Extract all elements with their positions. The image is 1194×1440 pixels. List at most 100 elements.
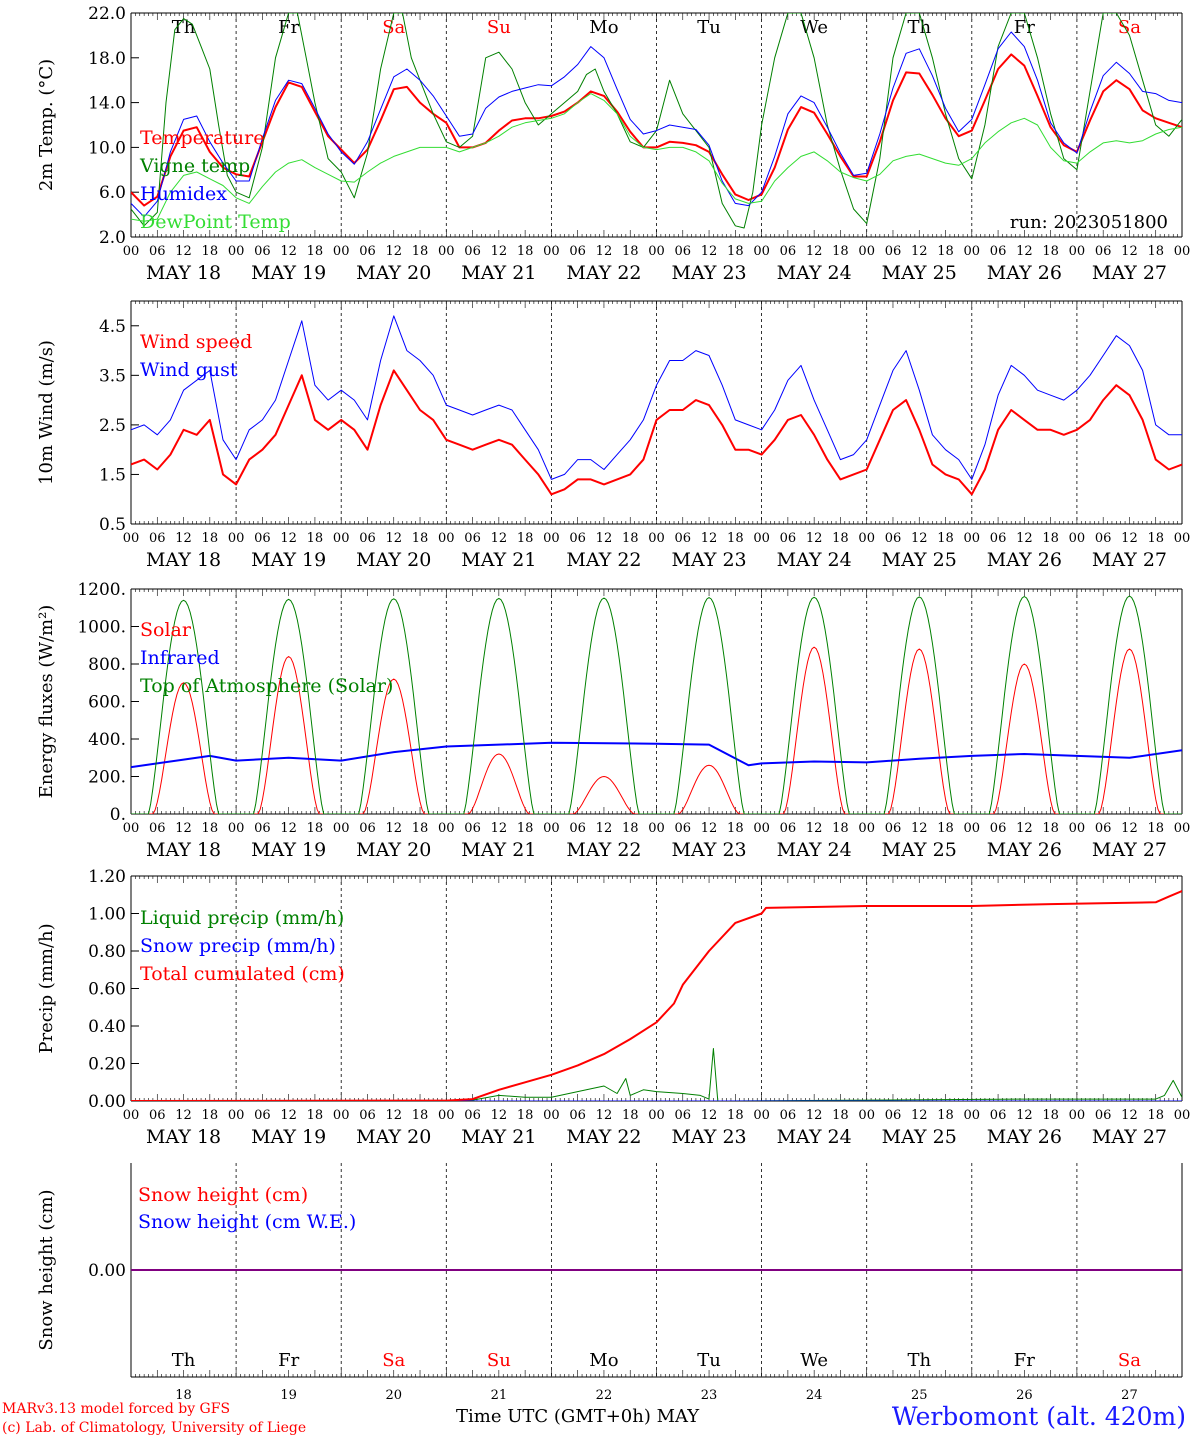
hour-tick-label: 00 — [1174, 244, 1191, 259]
hour-tick-label: 12 — [596, 821, 613, 836]
day-number-label: 21 — [491, 1388, 508, 1403]
date-label: MAY 27 — [1092, 839, 1167, 861]
date-label: MAY 26 — [987, 262, 1062, 284]
y-tick-label: 1000. — [77, 618, 126, 638]
legend-entry: Vigne temp — [139, 155, 250, 177]
series-line-humidex — [131, 31, 1182, 218]
hour-tick-label: 12 — [491, 1108, 508, 1123]
hour-tick-label: 06 — [675, 531, 692, 546]
hour-tick-label: 12 — [596, 244, 613, 259]
series-line-wind-gust — [131, 315, 1182, 480]
legend-entry: Total cumulated (cm) — [140, 963, 345, 985]
plot-area — [131, 13, 1182, 229]
hour-tick-label: 00 — [1069, 1108, 1086, 1123]
hour-tick-label: 18 — [412, 531, 429, 546]
date-label: MAY 19 — [251, 839, 326, 861]
hour-tick-label: 12 — [911, 244, 928, 259]
hour-tick-label: 12 — [806, 531, 823, 546]
series-line-liquid-precip-mm-h- — [131, 1048, 1182, 1101]
hour-tick-label: 18 — [202, 821, 219, 836]
hour-tick-label: 18 — [202, 531, 219, 546]
date-label: MAY 24 — [777, 262, 852, 284]
date-label: MAY 18 — [146, 1126, 221, 1148]
hour-tick-label: 18 — [622, 531, 639, 546]
weekday-label: Fr — [1014, 1350, 1035, 1371]
date-label: MAY 25 — [882, 1126, 957, 1148]
legend-entry: Solar — [140, 619, 192, 641]
hour-tick-label: 12 — [701, 821, 718, 836]
hour-tick-label: 18 — [622, 244, 639, 259]
y-tick-label: 800. — [88, 655, 126, 675]
weekday-label: Sa — [382, 17, 405, 38]
y-tick-label: 3.5 — [99, 366, 126, 386]
hour-tick-label: 00 — [228, 244, 245, 259]
y-tick-label: 0.00 — [88, 1092, 126, 1112]
day-number-label: 25 — [911, 1388, 928, 1403]
date-label: MAY 26 — [987, 839, 1062, 861]
hour-tick-label: 06 — [569, 244, 586, 259]
date-label: MAY 24 — [777, 1126, 852, 1148]
y-tick-label: 0.40 — [88, 1017, 126, 1037]
hour-tick-label: 12 — [806, 244, 823, 259]
hour-tick-label: 18 — [937, 821, 954, 836]
hour-tick-label: 18 — [622, 821, 639, 836]
hour-tick-label: 06 — [780, 821, 797, 836]
hour-tick-label: 00 — [123, 821, 140, 836]
hour-tick-label: 00 — [1174, 531, 1191, 546]
hour-tick-label: 00 — [123, 244, 140, 259]
date-label: MAY 18 — [146, 839, 221, 861]
hour-tick-label: 06 — [1095, 244, 1112, 259]
hour-tick-label: 00 — [333, 531, 350, 546]
run-label: run: 2023051800 — [1010, 212, 1168, 233]
hour-tick-label: 00 — [753, 1108, 770, 1123]
hour-tick-label: 18 — [1042, 821, 1059, 836]
x-axis-label: Time UTC (GMT+0h) MAY — [456, 1406, 700, 1427]
hour-tick-label: 06 — [885, 244, 902, 259]
hour-tick-label: 12 — [280, 1108, 297, 1123]
hour-tick-label: 06 — [254, 531, 271, 546]
hour-tick-label: 06 — [149, 531, 166, 546]
y-tick-label: 0. — [110, 805, 126, 825]
hour-tick-label: 18 — [307, 244, 324, 259]
panel-4: 0.00 Snow height (cm) Th 18 Fr 19 Sa 20 Su 21 Mo 22… — [36, 1163, 1183, 1403]
hour-tick-label: 00 — [648, 821, 665, 836]
series-line-vigne-temp — [131, 13, 1182, 229]
hour-tick-label: 06 — [675, 1108, 692, 1123]
y-axis-title: Energy fluxes (W/m²) — [36, 605, 57, 799]
hour-tick-label: 00 — [964, 531, 981, 546]
day-number-label: 26 — [1016, 1388, 1033, 1403]
hour-tick-label: 18 — [832, 821, 849, 836]
hour-tick-label: 00 — [123, 1108, 140, 1123]
hour-tick-label: 06 — [149, 1108, 166, 1123]
hour-tick-label: 18 — [937, 531, 954, 546]
date-label: MAY 23 — [671, 839, 746, 861]
hour-tick-label: 06 — [254, 244, 271, 259]
hour-tick-label: 18 — [1147, 244, 1164, 259]
hour-tick-label: 18 — [832, 1108, 849, 1123]
date-label: MAY 23 — [671, 262, 746, 284]
hour-tick-label: 18 — [937, 1108, 954, 1123]
hour-tick-label: 00 — [438, 531, 455, 546]
hour-tick-label: 06 — [464, 244, 481, 259]
y-tick-label: 0.00 — [88, 1261, 126, 1281]
y-tick-label: 4.5 — [99, 317, 126, 337]
date-label: MAY 18 — [146, 549, 221, 571]
series-line-infrared — [131, 741, 1182, 769]
hour-tick-label: 00 — [858, 244, 875, 259]
hour-tick-label: 06 — [885, 821, 902, 836]
hour-tick-label: 18 — [727, 1108, 744, 1123]
hour-tick-label: 12 — [1016, 244, 1033, 259]
y-tick-label: 1.20 — [88, 867, 126, 887]
lab-credit: (c) Lab. of Climatology, University of L… — [2, 1420, 307, 1436]
hour-tick-label: 00 — [964, 244, 981, 259]
hour-tick-label: 12 — [596, 1108, 613, 1123]
hour-tick-label: 06 — [464, 531, 481, 546]
hour-tick-label: 00 — [858, 1108, 875, 1123]
hour-tick-label: 00 — [228, 821, 245, 836]
hour-tick-label: 12 — [596, 531, 613, 546]
hour-tick-label: 12 — [911, 821, 928, 836]
y-axis-title: 2m Temp. (°C) — [36, 59, 57, 191]
panel-3: 0.00 0.20 0.40 0.60 0.80 1.00 1.20 Precip (mm/h… — [36, 867, 1190, 1148]
hour-tick-label: 06 — [1095, 821, 1112, 836]
